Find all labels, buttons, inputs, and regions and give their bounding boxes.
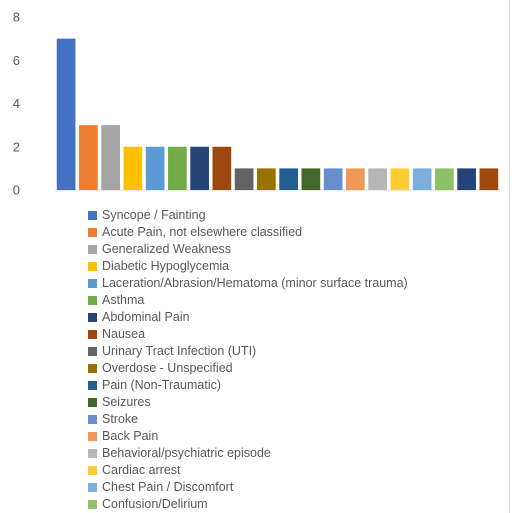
legend-swatch <box>88 228 97 237</box>
legend-label: Stroke <box>102 412 139 426</box>
legend: Syncope / Fainting Acute Pain, not elsewh… <box>88 207 508 513</box>
bar <box>346 168 365 191</box>
legend-swatch <box>88 381 97 390</box>
y-tick-label: 2 <box>13 139 20 154</box>
bar <box>301 168 321 191</box>
bars <box>56 38 499 191</box>
y-tick-label: 6 <box>13 53 20 68</box>
legend-swatch <box>88 347 97 356</box>
legend-swatch <box>88 432 97 441</box>
legend-label: Diabetic Hypoglycemia <box>102 259 230 273</box>
bar <box>479 168 499 191</box>
bar <box>123 146 143 190</box>
legend-item: Cardiac arrest <box>88 462 508 479</box>
bar <box>368 168 387 191</box>
bar <box>323 168 343 191</box>
legend-swatch <box>88 500 97 509</box>
legend-item: Behavioral/psychiatric episode <box>88 445 508 462</box>
bar <box>101 125 120 191</box>
legend-swatch <box>88 262 97 271</box>
legend-swatch <box>88 211 97 220</box>
legend-item: Urinary Tract Infection (UTI) <box>88 343 508 360</box>
legend-label: Acute Pain, not elsewhere classified <box>102 225 303 239</box>
legend-item: Acute Pain, not elsewhere classified <box>88 224 508 241</box>
legend-label: Behavioral/psychiatric episode <box>102 446 271 460</box>
legend-swatch <box>88 279 97 288</box>
bar <box>212 146 232 190</box>
bar <box>234 168 254 191</box>
bar <box>56 38 76 191</box>
bar <box>168 146 187 190</box>
legend-label: Overdose - Unspecified <box>102 361 233 375</box>
legend-swatch <box>88 398 97 407</box>
bar <box>190 146 209 190</box>
legend-item: Confusion/Delirium <box>88 496 508 513</box>
legend-label: Syncope / Fainting <box>102 208 206 222</box>
legend-swatch <box>88 466 97 475</box>
y-tick-label: 0 <box>13 183 20 198</box>
legend-item: Chest Pain / Discomfort <box>88 479 508 496</box>
legend-swatch <box>88 449 97 458</box>
legend-label: Confusion/Delirium <box>102 497 208 511</box>
legend-item: Abdominal Pain <box>88 309 508 326</box>
legend-label: Pain (Non-Traumatic) <box>102 378 222 392</box>
y-axis: 0 2 4 6 8 <box>13 10 20 198</box>
legend-label: Generalized Weakness <box>102 242 232 256</box>
legend-label: Nausea <box>102 327 146 341</box>
legend-item: Pain (Non-Traumatic) <box>88 377 508 394</box>
legend-swatch <box>88 245 97 254</box>
legend-label: Abdominal Pain <box>102 310 190 324</box>
legend-label: Back Pain <box>102 429 159 443</box>
bar <box>145 146 165 190</box>
legend-label: Cardiac arrest <box>102 463 181 477</box>
legend-item: Generalized Weakness <box>88 241 508 258</box>
bar <box>257 168 276 191</box>
legend-swatch <box>88 313 97 322</box>
y-tick-label: 4 <box>13 96 20 111</box>
legend-item: Back Pain <box>88 428 508 445</box>
chart-border <box>509 0 510 513</box>
legend-label: Urinary Tract Infection (UTI) <box>102 344 257 358</box>
bar <box>412 168 432 191</box>
plot-area: 0 2 4 6 8 <box>13 10 500 198</box>
legend-item: Diabetic Hypoglycemia <box>88 258 508 275</box>
legend-label: Chest Pain / Discomfort <box>102 480 234 494</box>
bar <box>279 168 298 191</box>
legend-item: Seizures <box>88 394 508 411</box>
legend-swatch <box>88 364 97 373</box>
legend-swatch <box>88 296 97 305</box>
y-tick-label: 8 <box>13 10 20 25</box>
legend-swatch <box>88 415 97 424</box>
legend-item: Nausea <box>88 326 508 343</box>
legend-item: Laceration/Abrasion/Hematoma (minor surf… <box>88 275 508 292</box>
legend-label: Laceration/Abrasion/Hematoma (minor surf… <box>102 276 408 290</box>
legend-item: Overdose - Unspecified <box>88 360 508 377</box>
legend-item: Syncope / Fainting <box>88 207 508 224</box>
legend-swatch <box>88 330 97 339</box>
bar <box>435 168 454 191</box>
legend-item: Asthma <box>88 292 508 309</box>
legend-label: Asthma <box>102 293 145 307</box>
legend-swatch <box>88 483 97 492</box>
legend-label: Seizures <box>102 395 151 409</box>
bar <box>390 168 410 191</box>
bar <box>457 168 476 191</box>
legend-item: Stroke <box>88 411 508 428</box>
bar <box>79 125 98 191</box>
